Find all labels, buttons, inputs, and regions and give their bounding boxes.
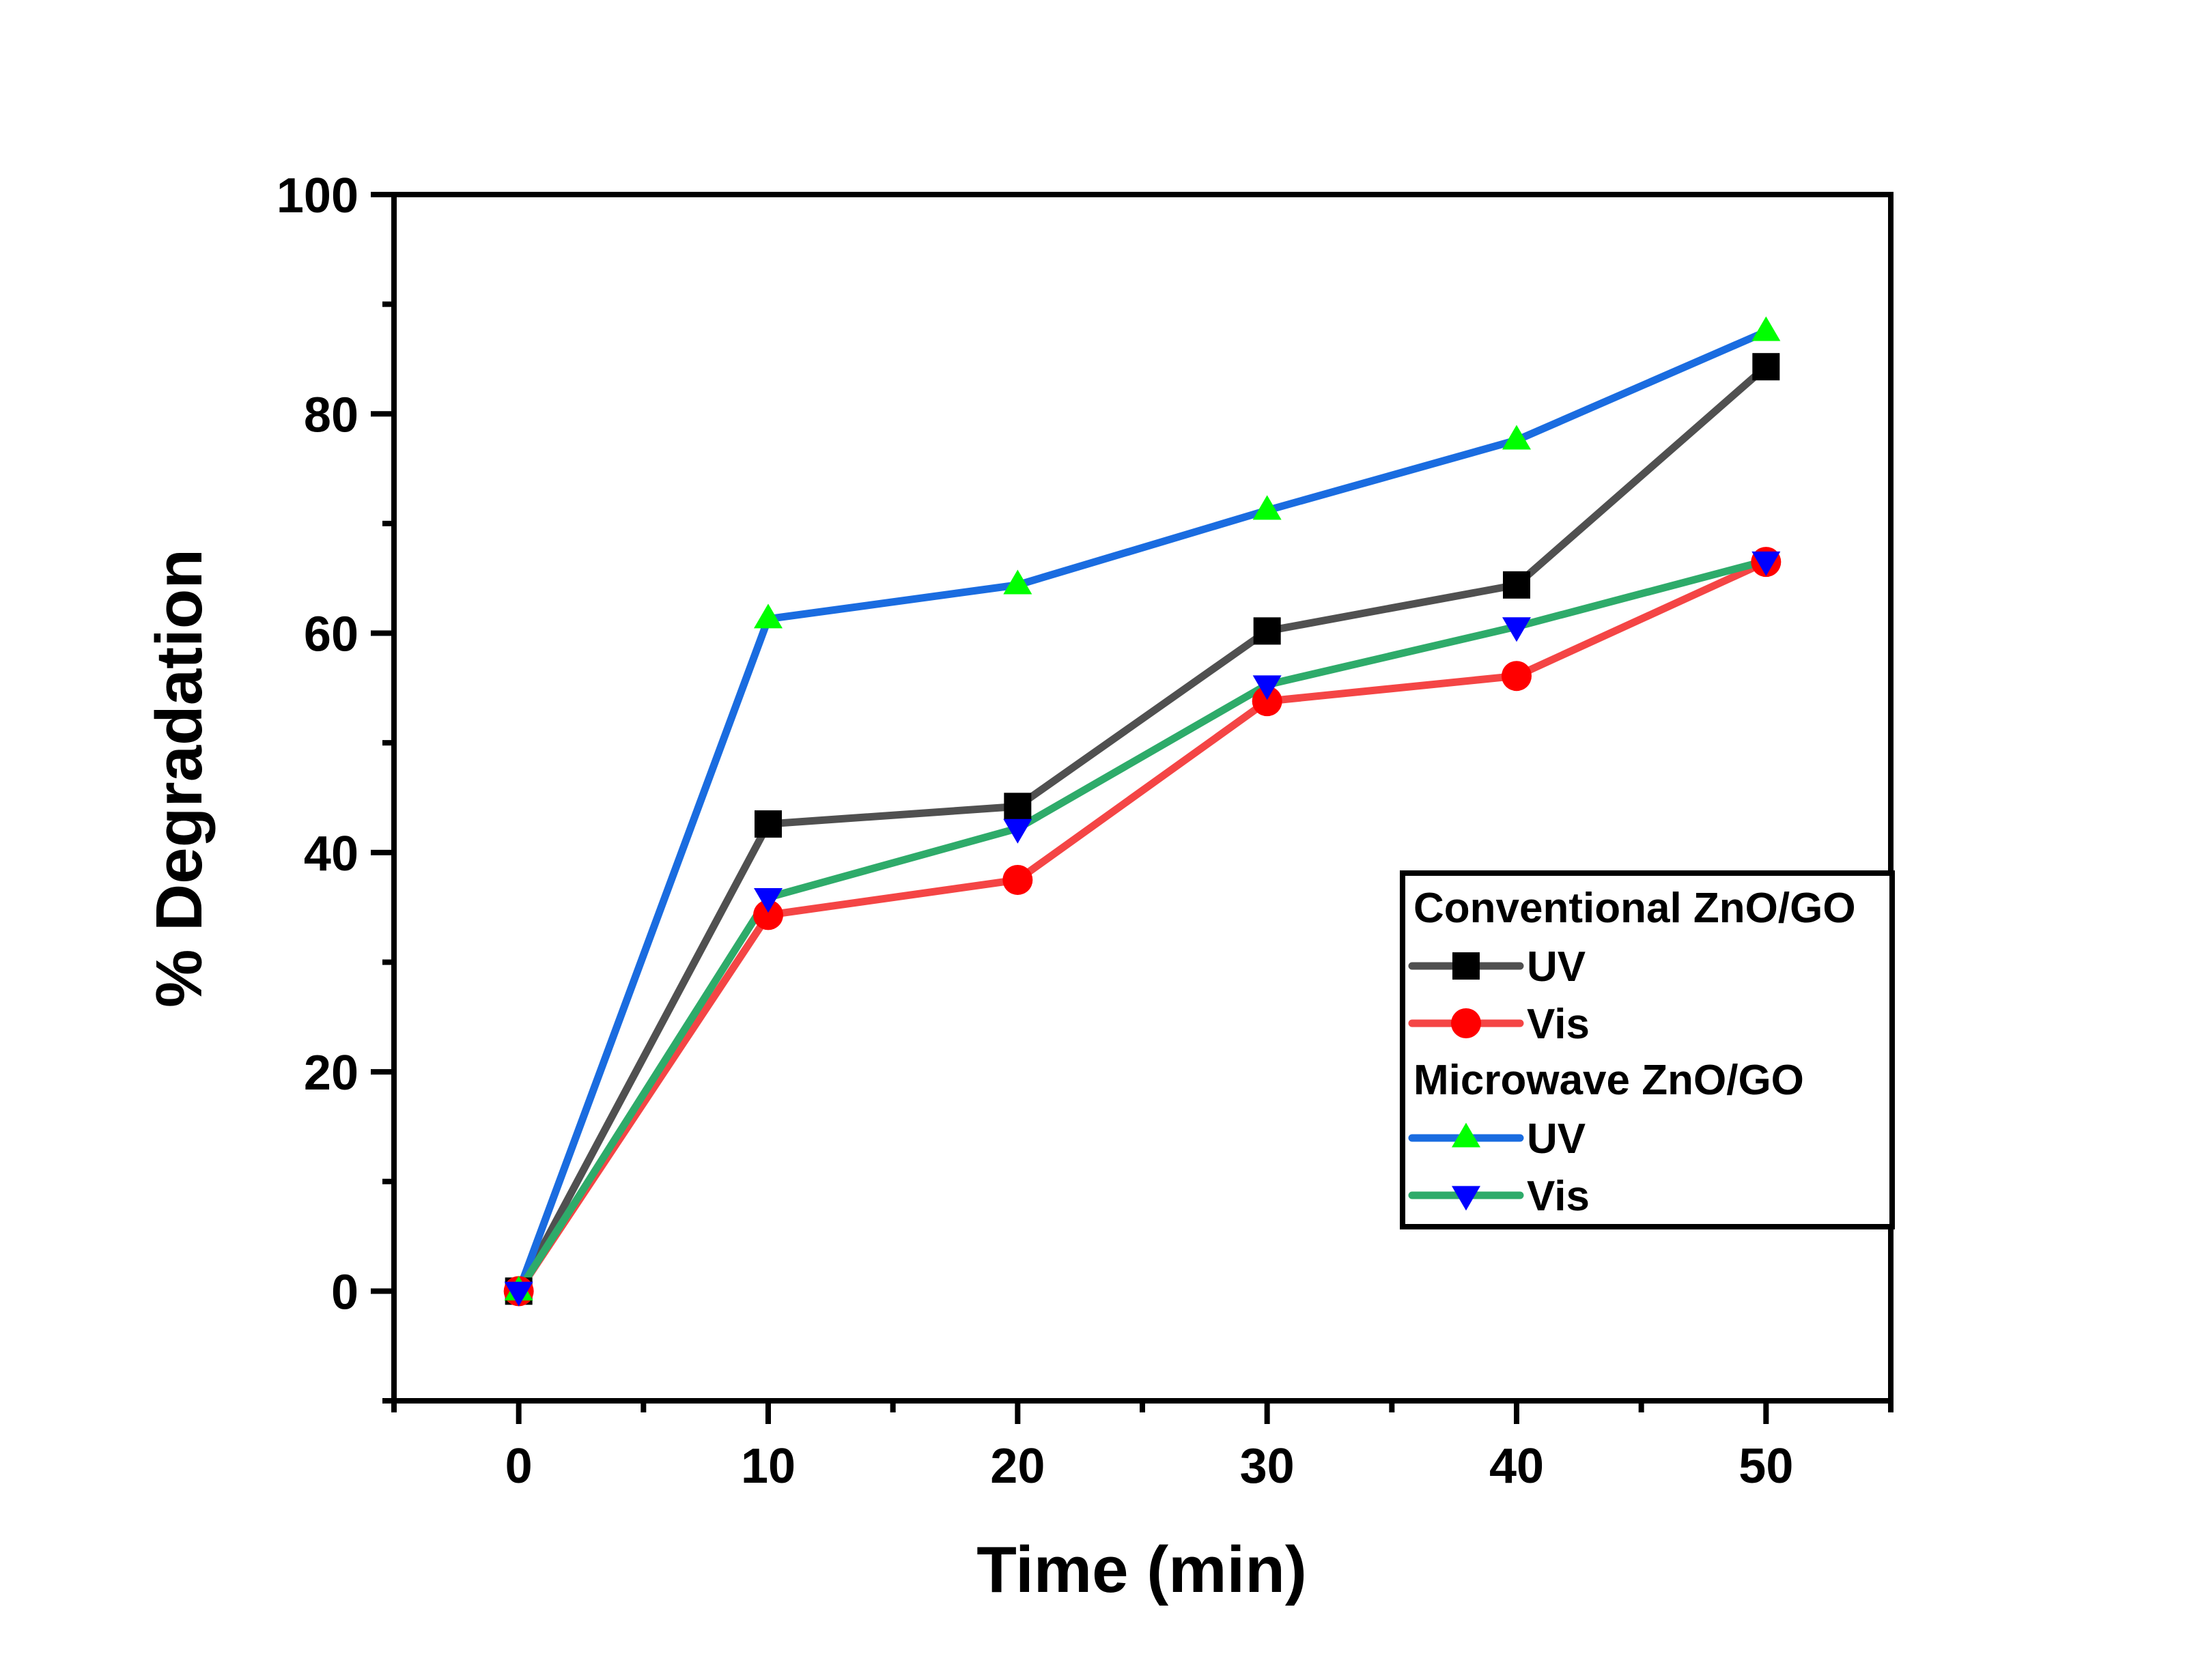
series-line-conventional-zno-go-uv bbox=[515, 364, 1769, 1293]
legend-label-microwave-zno-go-uv: UV bbox=[1527, 1115, 1586, 1163]
data-point-microwave-zno-go-vis bbox=[1502, 617, 1531, 642]
legend-label-microwave-zno-go-vis: Vis bbox=[1527, 1173, 1590, 1220]
x-tick-label: 0 bbox=[505, 1439, 533, 1494]
data-point-microwave-zno-go-vis bbox=[504, 1281, 533, 1307]
data-point-conventional-zno-go-vis bbox=[1252, 686, 1282, 717]
series-line-microwave-zno-go-uv bbox=[515, 328, 1768, 1293]
y-axis-ticks: 0 20 40 60 80 100 bbox=[277, 169, 394, 1404]
legend-marker-conventional-zno-go-uv bbox=[1452, 952, 1480, 980]
data-point-conventional-zno-go-vis bbox=[1502, 661, 1532, 692]
data-point-conventional-zno-go-uv bbox=[1503, 571, 1530, 599]
data-point-microwave-zno-go-uv bbox=[1003, 569, 1032, 595]
x-tick-label: 40 bbox=[1489, 1439, 1544, 1494]
data-point-microwave-zno-go-uv bbox=[1252, 495, 1282, 520]
x-tick-label: 30 bbox=[1240, 1439, 1295, 1494]
y-tick-label: 100 bbox=[277, 169, 358, 223]
data-point-microwave-zno-go-uv bbox=[1751, 316, 1781, 341]
legend-label-conventional-zno-go-uv: UV bbox=[1527, 943, 1586, 991]
legend: Conventional ZnO/GO UV Vis Microwave ZnO/GO… bbox=[1400, 870, 1895, 1229]
data-point-conventional-zno-go-vis bbox=[1002, 864, 1033, 895]
y-tick-label: 80 bbox=[304, 388, 358, 442]
x-tick-label: 50 bbox=[1738, 1439, 1793, 1494]
data-point-microwave-zno-go-vis bbox=[1252, 675, 1282, 700]
data-point-microwave-zno-go-vis bbox=[1003, 818, 1032, 844]
y-tick-label: 0 bbox=[331, 1265, 358, 1320]
y-tick-label: 20 bbox=[304, 1046, 358, 1100]
y-axis-title: % Degradation bbox=[143, 549, 216, 1008]
y-tick-label: 60 bbox=[304, 608, 358, 662]
legend-label-conventional-zno-go-vis: Vis bbox=[1527, 1001, 1590, 1048]
data-point-microwave-zno-go-uv bbox=[754, 603, 783, 629]
x-tick-label: 20 bbox=[990, 1439, 1045, 1494]
series-line-microwave-zno-go-vis bbox=[516, 557, 1767, 1294]
data-point-microwave-zno-go-uv bbox=[1502, 425, 1531, 450]
y-tick-label: 40 bbox=[304, 827, 358, 881]
series-line-conventional-zno-go-vis bbox=[516, 558, 1768, 1294]
legend-box bbox=[1400, 870, 1895, 1229]
x-axis-title: Time (min) bbox=[976, 1533, 1307, 1606]
x-tick-label: 10 bbox=[741, 1439, 796, 1494]
data-point-microwave-zno-go-vis bbox=[754, 887, 783, 913]
legend-marker-conventional-zno-go-vis bbox=[1451, 1008, 1481, 1038]
data-point-microwave-zno-go-vis bbox=[1751, 551, 1781, 576]
legend-group-title: Conventional ZnO/GO bbox=[1413, 885, 1856, 932]
x-axis-ticks: 0 10 20 30 40 50 bbox=[391, 1401, 1894, 1494]
data-point-conventional-zno-go-uv bbox=[1004, 793, 1032, 821]
data-point-conventional-zno-go-uv bbox=[1752, 353, 1780, 381]
data-point-conventional-zno-go-uv bbox=[1253, 617, 1281, 645]
legend-marker-microwave-zno-go-vis bbox=[1452, 1186, 1480, 1211]
legend-marker-microwave-zno-go-uv bbox=[1452, 1122, 1480, 1148]
series-lines bbox=[515, 328, 1769, 1294]
legend-group-title: Microwave ZnO/GO bbox=[1413, 1057, 1804, 1104]
data-point-conventional-zno-go-uv bbox=[755, 810, 782, 838]
series-markers bbox=[503, 316, 1782, 1307]
data-point-conventional-zno-go-vis bbox=[753, 900, 783, 930]
